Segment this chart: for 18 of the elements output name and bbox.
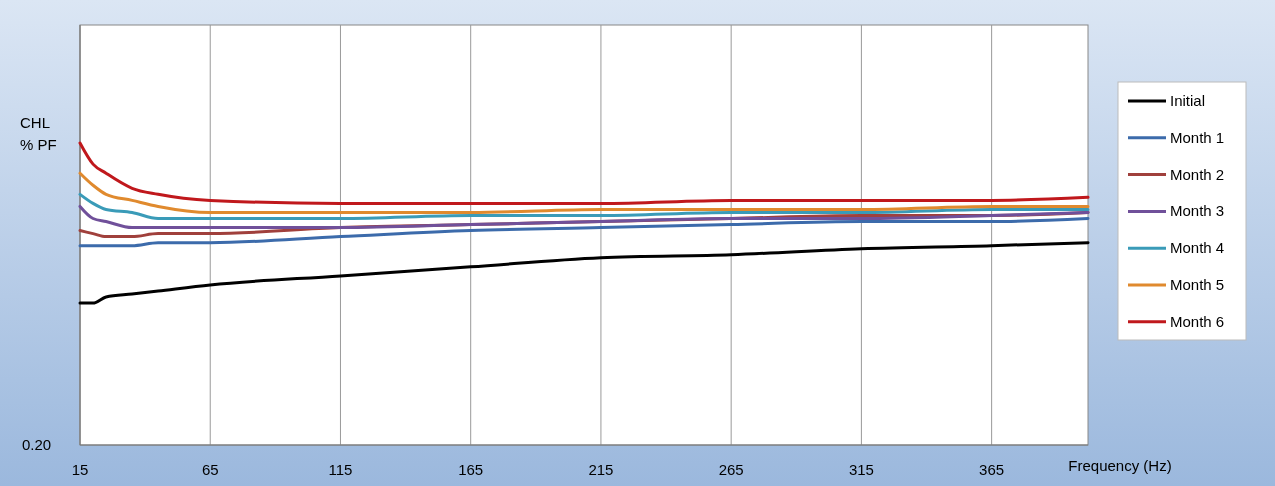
x-tick-label: 15 — [71, 461, 89, 478]
legend-label: Month 1 — [1170, 128, 1225, 146]
x-axis-title: Frequency (Hz) — [1068, 457, 1172, 474]
legend-label: Month 6 — [1170, 312, 1225, 330]
x-tick-label: 65 — [201, 461, 219, 478]
text: 0.20 — [22, 436, 52, 453]
legend-label: Month 5 — [1170, 276, 1225, 293]
y-axis-title: CHL % PF — [20, 114, 57, 153]
x-tick-label: 315 — [848, 461, 874, 478]
x-tick-label: 115 — [328, 461, 353, 478]
x-tick-label: 215 — [588, 461, 614, 478]
x-tick-label: 265 — [718, 461, 744, 478]
legend-label: Month 2 — [1170, 165, 1225, 183]
x-tick-label: 365 — [979, 461, 1005, 478]
legend-label: Month 4 — [1170, 239, 1225, 257]
legend-label: Initial — [1170, 92, 1206, 109]
legend-label: Month 3 — [1170, 202, 1225, 220]
x-tick-label: 165 — [458, 461, 484, 478]
